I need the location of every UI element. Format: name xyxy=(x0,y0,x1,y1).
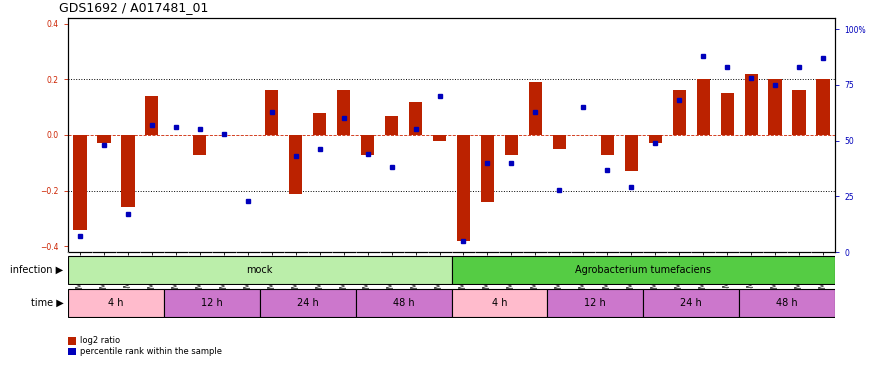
Bar xyxy=(673,90,686,135)
Bar xyxy=(720,93,734,135)
Text: 12 h: 12 h xyxy=(584,298,606,308)
Text: log2 ratio: log2 ratio xyxy=(80,336,119,345)
Bar xyxy=(193,135,206,154)
Bar xyxy=(409,102,422,135)
Bar xyxy=(121,135,135,207)
Bar xyxy=(289,135,303,194)
Bar xyxy=(164,289,260,317)
Text: 4 h: 4 h xyxy=(492,298,507,308)
Bar xyxy=(548,289,643,317)
Text: 24 h: 24 h xyxy=(681,298,702,308)
Bar xyxy=(361,135,374,154)
Text: 4 h: 4 h xyxy=(108,298,124,308)
Bar xyxy=(260,289,356,317)
Bar xyxy=(744,74,758,135)
Bar xyxy=(739,289,835,317)
Bar xyxy=(529,82,542,135)
Bar xyxy=(817,79,829,135)
Bar xyxy=(457,135,470,241)
Bar xyxy=(433,135,446,141)
Bar xyxy=(313,113,327,135)
Text: infection ▶: infection ▶ xyxy=(11,265,64,275)
Text: time ▶: time ▶ xyxy=(31,298,64,308)
Bar xyxy=(504,135,518,154)
Bar xyxy=(145,96,158,135)
Bar xyxy=(601,135,614,154)
Text: 48 h: 48 h xyxy=(776,298,798,308)
Bar xyxy=(337,90,350,135)
Bar xyxy=(553,135,566,149)
Bar xyxy=(97,135,111,143)
Text: percentile rank within the sample: percentile rank within the sample xyxy=(80,347,221,356)
Text: 48 h: 48 h xyxy=(393,298,414,308)
Bar xyxy=(451,256,835,284)
Bar xyxy=(643,289,739,317)
Bar xyxy=(356,289,451,317)
Bar xyxy=(649,135,662,143)
Bar xyxy=(68,256,451,284)
Bar xyxy=(481,135,494,202)
Bar xyxy=(385,116,398,135)
Bar xyxy=(625,135,638,171)
Bar xyxy=(68,289,164,317)
Text: GDS1692 / A017481_01: GDS1692 / A017481_01 xyxy=(59,1,209,14)
Text: 12 h: 12 h xyxy=(201,298,223,308)
Text: Agrobacterium tumefaciens: Agrobacterium tumefaciens xyxy=(575,265,712,275)
Bar xyxy=(73,135,87,230)
Bar xyxy=(792,90,805,135)
Text: 24 h: 24 h xyxy=(296,298,319,308)
Bar xyxy=(696,79,710,135)
Bar xyxy=(768,79,781,135)
Bar xyxy=(266,90,278,135)
Text: mock: mock xyxy=(247,265,273,275)
Bar xyxy=(451,289,548,317)
